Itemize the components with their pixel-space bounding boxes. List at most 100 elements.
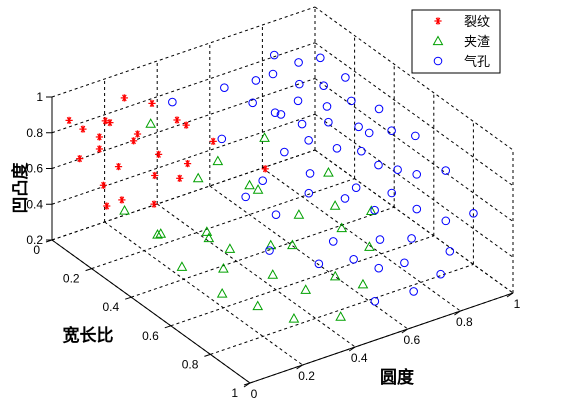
data-point-circle	[387, 126, 396, 136]
data-point-triangle	[288, 312, 300, 323]
data-point-asterisk	[130, 137, 138, 145]
data-point-circle	[270, 108, 280, 117]
data-point-circle	[445, 246, 455, 256]
back-wall-gridline	[51, 78, 316, 169]
axes-box-and-gridlines	[45, 6, 514, 388]
x-tick-label: 0.6	[403, 333, 420, 347]
data-point-circle	[436, 269, 445, 279]
series-asterisk	[65, 94, 269, 210]
x-axis-line	[249, 292, 514, 384]
data-point-circle	[393, 165, 402, 175]
z-tick-label: 0.6	[26, 162, 43, 176]
data-point-circle	[168, 97, 177, 107]
data-point-triangle	[212, 155, 224, 166]
back-wall-gridline	[51, 149, 316, 241]
data-point-circle	[469, 209, 478, 218]
x-tick-mark	[348, 346, 356, 352]
x-axis-title: 圆度	[380, 367, 415, 388]
y-tick-label: 0.4	[103, 300, 120, 314]
data-point-circle	[269, 50, 279, 60]
data-point-asterisk	[209, 137, 217, 145]
data-point-triangle	[176, 261, 188, 271]
data-point-asterisk	[114, 163, 123, 171]
legend-label-pore: 气孔	[464, 54, 490, 70]
series-circle	[168, 50, 478, 306]
y-tick-mark	[125, 296, 132, 300]
back-wall-gridline	[51, 42, 316, 134]
legend-label-crack: 裂纹	[464, 15, 490, 30]
data-point-circle	[280, 147, 289, 157]
right-wall-gridline	[314, 6, 514, 151]
data-point-triangle	[152, 229, 163, 239]
data-point-circle	[319, 81, 328, 90]
data-point-asterisk	[133, 130, 142, 138]
data-point-triangle	[224, 243, 236, 253]
data-point-asterisk	[151, 171, 159, 180]
data-point-circle	[297, 119, 307, 129]
data-point-circle	[332, 144, 342, 153]
data-point-triangle	[218, 262, 229, 273]
x-tick-mark	[296, 364, 303, 370]
y-tick-mark	[243, 382, 251, 386]
data-point-circle	[295, 79, 304, 89]
y-tick-label: 0	[33, 243, 40, 257]
data-point-circle	[409, 287, 418, 296]
y-axis-title: 宽长比	[63, 325, 114, 346]
legend-marker-triangle	[432, 35, 444, 46]
legend-box	[411, 9, 501, 74]
legend-label-slag: 夹渣	[464, 35, 490, 50]
legend-marker-circle-icon	[433, 56, 443, 66]
data-point-triangle	[119, 204, 130, 215]
legend-marker-asterisk	[434, 17, 442, 25]
legend-marker-triangle-icon	[432, 35, 444, 46]
legend-marker-circle	[433, 56, 443, 66]
data-point-circle	[412, 204, 422, 214]
data-point-triangle	[192, 172, 204, 183]
data-point-circle	[328, 237, 338, 246]
data-point-circle	[374, 160, 383, 170]
data-point-circle	[347, 96, 356, 106]
data-point-circle	[304, 136, 313, 145]
data-point-circle	[305, 169, 315, 178]
right-wall-gridline	[314, 113, 514, 258]
y-tick-label: 1	[231, 386, 238, 400]
data-point-triangle	[265, 239, 277, 250]
data-point-asterisk	[120, 94, 128, 102]
data-point-triangle	[145, 118, 157, 128]
y-tick-label: 0.6	[142, 329, 159, 343]
right-wall-gridline	[314, 78, 514, 222]
y-tick-mark	[85, 268, 92, 272]
data-point-circle	[314, 259, 324, 269]
data-point-circle	[370, 297, 380, 306]
data-point-circle	[412, 170, 422, 179]
data-point-circle	[265, 246, 274, 255]
data-point-circle	[258, 176, 268, 185]
data-point-circle	[304, 188, 314, 198]
data-point-asterisk	[79, 125, 87, 133]
data-point-circle	[276, 110, 286, 119]
data-point-triangle	[155, 228, 167, 238]
floor-gridline	[131, 206, 395, 298]
data-point-circle	[251, 76, 261, 85]
data-points	[65, 50, 478, 323]
data-point-circle	[322, 102, 332, 111]
y-tick-label: 0.2	[63, 272, 80, 286]
data-point-asterisk	[261, 165, 269, 173]
data-point-triangle	[244, 179, 255, 190]
data-point-triangle	[216, 288, 228, 298]
legend-item-pore: 气孔	[433, 54, 490, 70]
x-tick-label: 1	[514, 297, 521, 311]
floor-gridline	[262, 167, 461, 312]
z-tick-label: 0.4	[26, 197, 43, 211]
data-point-circle	[241, 192, 250, 202]
data-point-triangle	[329, 200, 341, 210]
floor-gridline	[104, 221, 303, 366]
y-tick-mark	[164, 325, 171, 329]
data-point-asterisk	[150, 200, 158, 208]
back-wall-gridline	[51, 6, 316, 98]
data-point-triangle	[300, 284, 312, 294]
data-point-asterisk	[173, 116, 181, 124]
floor-gridline	[170, 235, 434, 327]
data-point-asterisk	[95, 145, 104, 153]
